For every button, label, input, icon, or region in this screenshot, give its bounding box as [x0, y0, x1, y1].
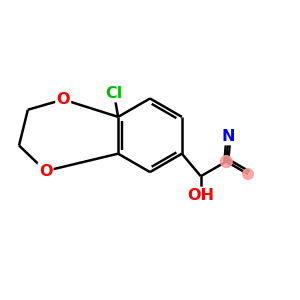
Text: O: O: [56, 92, 70, 107]
Text: N: N: [222, 129, 235, 144]
Circle shape: [243, 169, 253, 179]
Text: O: O: [39, 164, 52, 178]
Circle shape: [220, 156, 232, 167]
Text: Cl: Cl: [105, 86, 123, 101]
Text: OH: OH: [187, 188, 214, 203]
